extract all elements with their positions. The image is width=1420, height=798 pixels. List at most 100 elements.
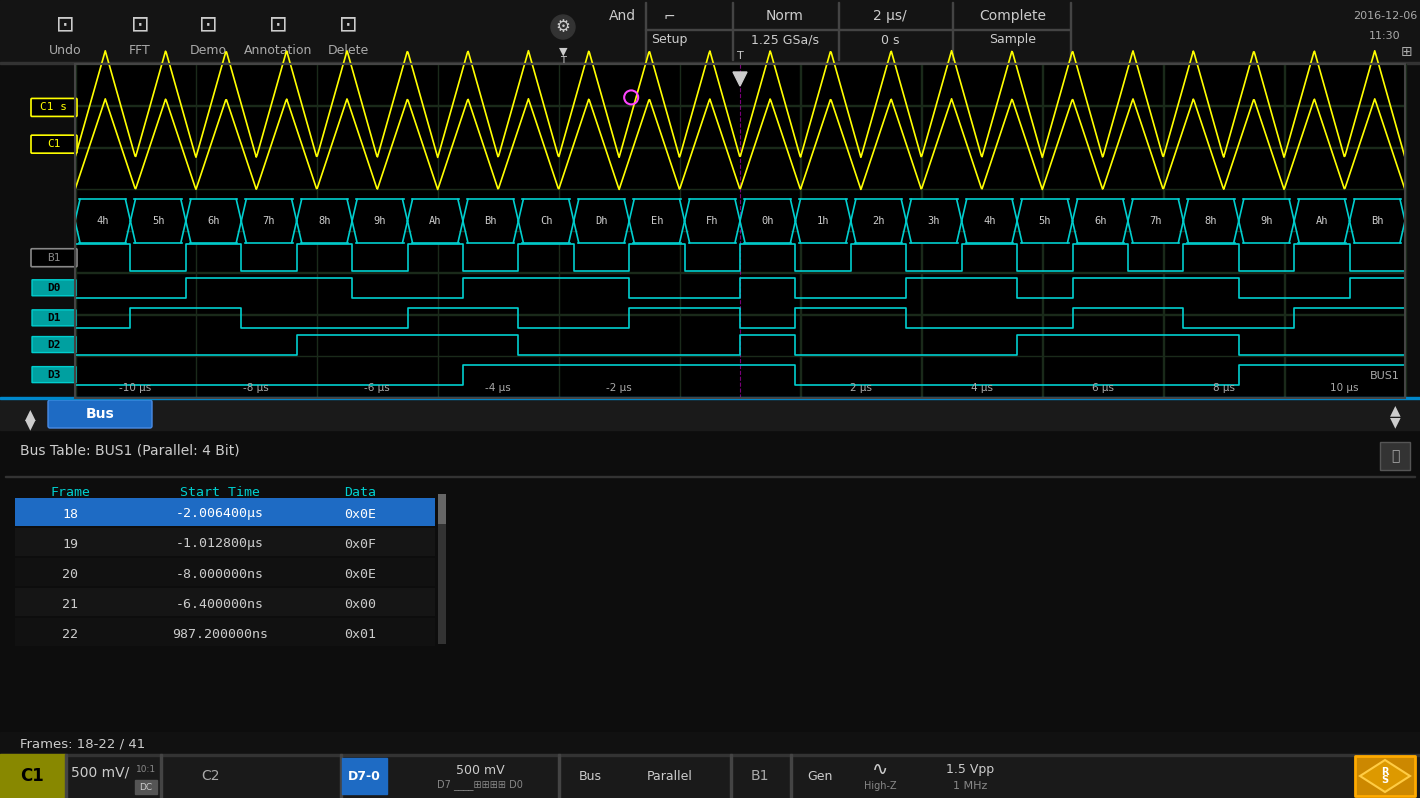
Bar xyxy=(0,754,1420,798)
Bar xyxy=(0,62,1420,64)
Text: C2: C2 xyxy=(200,769,219,783)
Bar xyxy=(80,200,126,243)
FancyBboxPatch shape xyxy=(33,280,77,296)
Text: Bus Table: BUS1 (Parallel: 4 Bit): Bus Table: BUS1 (Parallel: 4 Bit) xyxy=(20,443,240,457)
Circle shape xyxy=(551,15,575,39)
Text: 2 µs: 2 µs xyxy=(851,383,872,393)
Text: 💾: 💾 xyxy=(1390,449,1399,463)
Bar xyxy=(633,200,680,243)
Text: Start Time: Start Time xyxy=(180,485,260,499)
Text: D7-0: D7-0 xyxy=(348,769,381,783)
Bar xyxy=(135,780,158,794)
Text: Dh: Dh xyxy=(595,216,608,226)
Text: 0x0E: 0x0E xyxy=(344,567,376,580)
Bar xyxy=(339,754,342,798)
Bar xyxy=(301,200,348,243)
Text: Gen: Gen xyxy=(808,769,832,783)
Bar xyxy=(412,200,459,243)
Text: Bus: Bus xyxy=(85,407,115,421)
Bar xyxy=(190,200,237,243)
Bar xyxy=(799,200,846,243)
Bar xyxy=(16,618,435,646)
Bar xyxy=(16,528,435,556)
Text: ▲: ▲ xyxy=(24,407,36,421)
Bar xyxy=(0,732,1420,754)
Bar xyxy=(1242,200,1291,243)
Text: FFT: FFT xyxy=(129,44,151,57)
Text: 9h: 9h xyxy=(373,216,386,226)
Bar xyxy=(16,588,435,616)
Bar xyxy=(1132,200,1180,243)
FancyBboxPatch shape xyxy=(31,135,77,153)
Bar xyxy=(0,432,1420,753)
Text: C1 s: C1 s xyxy=(41,102,68,113)
Text: 7h: 7h xyxy=(1149,216,1162,226)
Text: 0x0E: 0x0E xyxy=(344,508,376,520)
Text: -2 µs: -2 µs xyxy=(606,383,632,393)
Text: Complete: Complete xyxy=(978,9,1047,23)
Text: 987.200000ns: 987.200000ns xyxy=(172,627,268,641)
Text: T: T xyxy=(737,51,744,61)
Bar xyxy=(16,558,435,586)
Text: Bus: Bus xyxy=(578,769,602,783)
Text: 4h: 4h xyxy=(983,216,995,226)
Text: Parallel: Parallel xyxy=(648,769,693,783)
Text: 10:1: 10:1 xyxy=(136,765,156,775)
Text: Bh: Bh xyxy=(1372,216,1383,226)
Text: ▼: ▼ xyxy=(558,47,567,57)
Text: 11:30: 11:30 xyxy=(1369,31,1400,41)
Text: Fh: Fh xyxy=(706,216,719,226)
Bar xyxy=(744,200,791,243)
Text: B1: B1 xyxy=(751,769,770,783)
Bar xyxy=(75,64,1404,398)
Text: 6 µs: 6 µs xyxy=(1092,383,1113,393)
FancyBboxPatch shape xyxy=(33,366,77,382)
Bar xyxy=(1380,442,1410,470)
Bar xyxy=(966,200,1012,243)
Polygon shape xyxy=(733,72,747,86)
Bar xyxy=(910,200,957,243)
Text: 1 MHz: 1 MHz xyxy=(953,781,987,791)
Bar xyxy=(790,754,792,798)
Bar xyxy=(467,200,514,243)
Text: Ah: Ah xyxy=(1315,216,1328,226)
Text: 6h: 6h xyxy=(1093,216,1106,226)
Bar xyxy=(1353,200,1402,243)
Text: 2 µs/: 2 µs/ xyxy=(873,9,907,23)
Bar xyxy=(6,476,1414,477)
Bar xyxy=(0,754,65,798)
Bar xyxy=(1076,200,1123,243)
Text: ▲: ▲ xyxy=(1390,403,1400,417)
Bar xyxy=(1355,756,1414,796)
Text: -6.400000ns: -6.400000ns xyxy=(176,598,264,610)
Text: Demo: Demo xyxy=(189,44,227,57)
Text: 6h: 6h xyxy=(207,216,220,226)
Bar xyxy=(437,494,446,644)
Text: 18: 18 xyxy=(62,508,78,520)
Text: Data: Data xyxy=(344,485,376,499)
Text: 8 µs: 8 µs xyxy=(1213,383,1234,393)
Text: -1.012800μs: -1.012800μs xyxy=(176,538,264,551)
Text: DC: DC xyxy=(139,783,152,792)
Bar xyxy=(75,64,1404,398)
Text: B1: B1 xyxy=(47,253,61,263)
Bar xyxy=(246,200,293,243)
Text: D2: D2 xyxy=(47,340,61,350)
Bar xyxy=(437,494,446,524)
Text: 3h: 3h xyxy=(927,216,940,226)
Bar xyxy=(1298,200,1346,243)
Bar xyxy=(523,200,569,243)
FancyBboxPatch shape xyxy=(33,337,77,353)
Text: ⚙: ⚙ xyxy=(555,18,571,36)
FancyBboxPatch shape xyxy=(31,249,77,267)
Text: 1h: 1h xyxy=(816,216,829,226)
FancyBboxPatch shape xyxy=(31,98,77,117)
Text: ▼: ▼ xyxy=(24,417,36,431)
Text: Annotation: Annotation xyxy=(244,44,312,57)
Text: D0: D0 xyxy=(47,282,61,293)
Text: 8h: 8h xyxy=(318,216,331,226)
Text: 0x0F: 0x0F xyxy=(344,538,376,551)
Text: ⊞: ⊞ xyxy=(1402,45,1413,59)
Bar xyxy=(730,754,731,798)
Text: Frame: Frame xyxy=(50,485,89,499)
